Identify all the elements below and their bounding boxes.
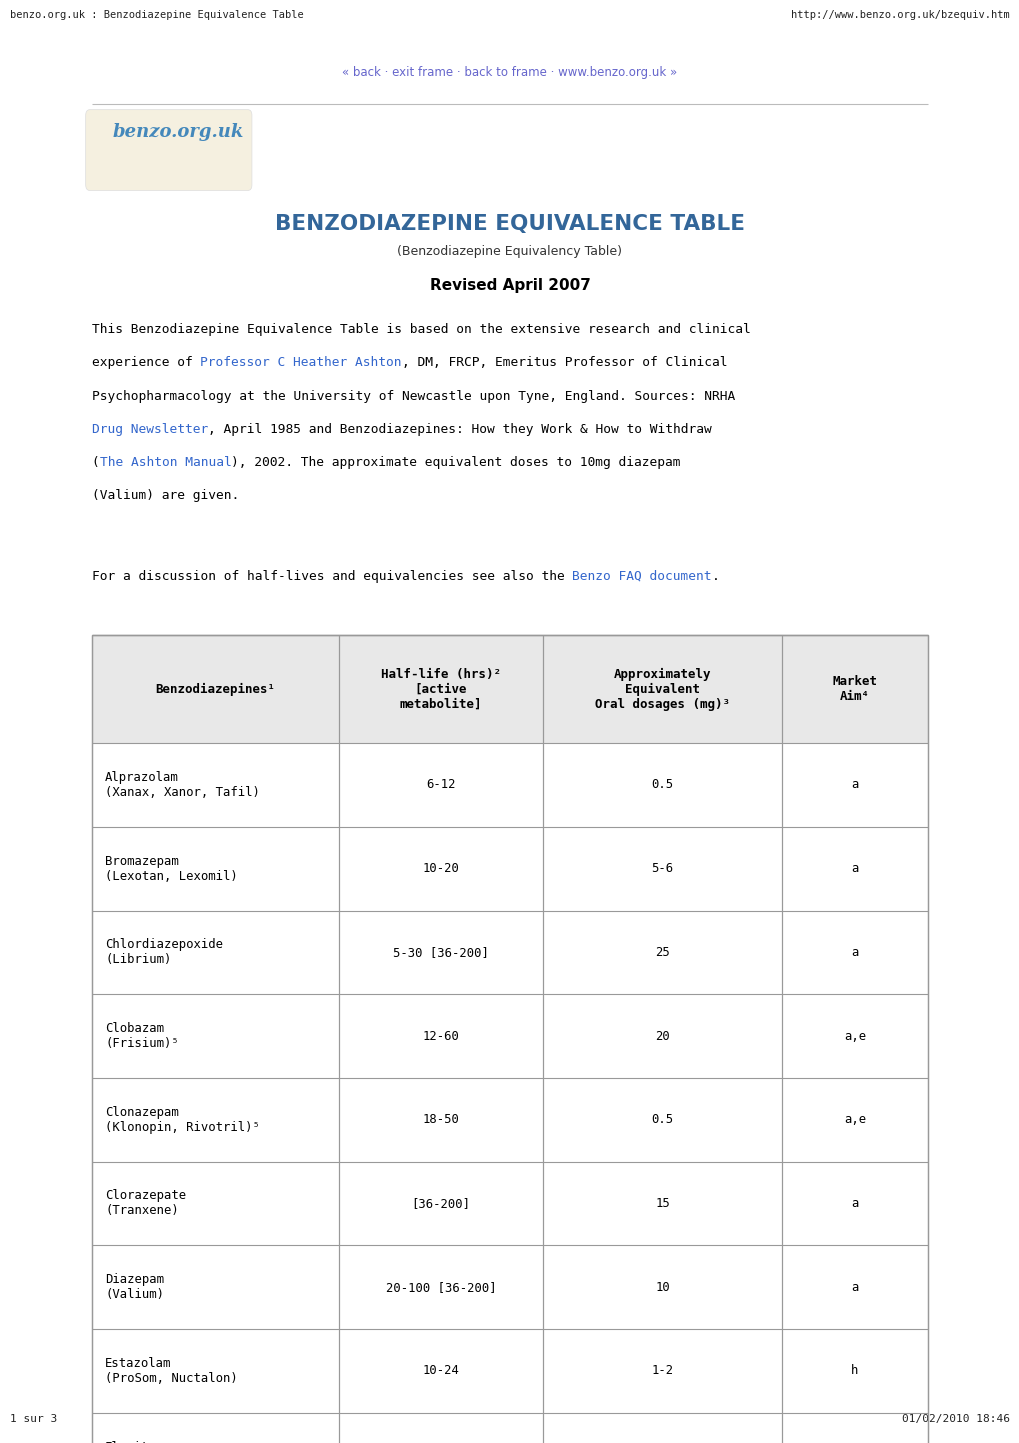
Text: 01/02/2010 18:46: 01/02/2010 18:46 [901,1414,1009,1424]
Text: 1 sur 3: 1 sur 3 [10,1414,57,1424]
Text: Chlordiazepoxide
(Librium): Chlordiazepoxide (Librium) [105,938,223,967]
Text: 15: 15 [654,1196,669,1211]
Text: 6-12: 6-12 [426,778,455,792]
Text: Half-life (hrs)²
[active
metabolite]: Half-life (hrs)² [active metabolite] [381,668,500,710]
Text: a: a [851,861,858,876]
Text: Clorazepate
(Tranxene): Clorazepate (Tranxene) [105,1189,186,1218]
Text: 10: 10 [654,1280,669,1294]
Text: This Benzodiazepine Equivalence Table is based on the extensive research and cli: This Benzodiazepine Equivalence Table is… [92,323,750,336]
Text: a: a [851,945,858,960]
Text: a: a [851,778,858,792]
Text: For a discussion of half-lives and equivalencies see also the: For a discussion of half-lives and equiv… [92,570,572,583]
Text: 10-24: 10-24 [422,1364,459,1378]
Text: Market
Aim⁴: Market Aim⁴ [832,675,876,703]
Text: 5-6: 5-6 [651,861,673,876]
Text: (: ( [92,456,100,469]
Text: The Ashton Manual: The Ashton Manual [100,456,231,469]
Text: « back · exit frame · back to frame · www.benzo.org.uk »: « back · exit frame · back to frame · ww… [342,66,677,79]
Text: , DM, FRCP, Emeritus Professor of Clinical: , DM, FRCP, Emeritus Professor of Clinic… [401,356,727,369]
Text: h: h [851,1364,858,1378]
Text: 0.5: 0.5 [651,778,673,792]
Text: Approximately
Equivalent
Oral dosages (mg)³: Approximately Equivalent Oral dosages (m… [594,668,730,710]
Text: a: a [851,1196,858,1211]
Text: Psychopharmacology at the University of Newcastle upon Tyne, England. Sources: N: Psychopharmacology at the University of … [92,390,735,403]
Text: 10-20: 10-20 [422,861,459,876]
Text: 0.5: 0.5 [651,1113,673,1127]
Text: Alprazolam
(Xanax, Xanor, Tafil): Alprazolam (Xanax, Xanor, Tafil) [105,771,260,799]
Text: benzo.org.uk : Benzodiazepine Equivalence Table: benzo.org.uk : Benzodiazepine Equivalenc… [10,10,304,20]
Text: http://www.benzo.org.uk/bzequiv.htm: http://www.benzo.org.uk/bzequiv.htm [791,10,1009,20]
Text: Benzo FAQ document: Benzo FAQ document [572,570,711,583]
Text: Clonazepam
(Klonopin, Rivotril)⁵: Clonazepam (Klonopin, Rivotril)⁵ [105,1105,260,1134]
Text: 12-60: 12-60 [422,1029,459,1043]
Text: Benzodiazepines¹: Benzodiazepines¹ [155,683,275,696]
Bar [92,635,927,743]
Text: Flunitrazepam
(Rohypnol): Flunitrazepam (Rohypnol) [105,1440,201,1443]
Text: benzo.org.uk: benzo.org.uk [112,123,244,140]
Text: Bromazepam
(Lexotan, Lexomil): Bromazepam (Lexotan, Lexomil) [105,854,237,883]
Text: 1-2: 1-2 [651,1364,673,1378]
Text: (Valium) are given.: (Valium) are given. [92,489,238,502]
Bar [92,635,927,1443]
Text: 20: 20 [654,1029,669,1043]
Text: 20-100 [36-200]: 20-100 [36-200] [385,1280,496,1294]
Text: Drug Newsletter: Drug Newsletter [92,423,208,436]
Text: Professor C Heather Ashton: Professor C Heather Ashton [200,356,401,369]
Text: a: a [851,1280,858,1294]
Text: 5-30 [36-200]: 5-30 [36-200] [392,945,488,960]
Text: [36-200]: [36-200] [411,1196,470,1211]
Text: 18-50: 18-50 [422,1113,459,1127]
Text: Diazepam
(Valium): Diazepam (Valium) [105,1273,164,1302]
Text: Clobazam
(Frisium)⁵: Clobazam (Frisium)⁵ [105,1022,178,1051]
Text: ), 2002. The approximate equivalent doses to 10mg diazepam: ), 2002. The approximate equivalent dose… [231,456,680,469]
FancyBboxPatch shape [86,110,252,190]
Text: Estazolam
(ProSom, Nuctalon): Estazolam (ProSom, Nuctalon) [105,1356,237,1385]
Text: BENZODIAZEPINE EQUIVALENCE TABLE: BENZODIAZEPINE EQUIVALENCE TABLE [275,214,744,234]
Text: (Benzodiazepine Equivalency Table): (Benzodiazepine Equivalency Table) [397,245,622,258]
Text: 25: 25 [654,945,669,960]
Text: a,e: a,e [843,1029,865,1043]
Text: , April 1985 and Benzodiazepines: How they Work & How to Withdraw: , April 1985 and Benzodiazepines: How th… [208,423,711,436]
Text: experience of: experience of [92,356,200,369]
Text: a,e: a,e [843,1113,865,1127]
Text: .: . [711,570,718,583]
Text: Revised April 2007: Revised April 2007 [429,278,590,293]
